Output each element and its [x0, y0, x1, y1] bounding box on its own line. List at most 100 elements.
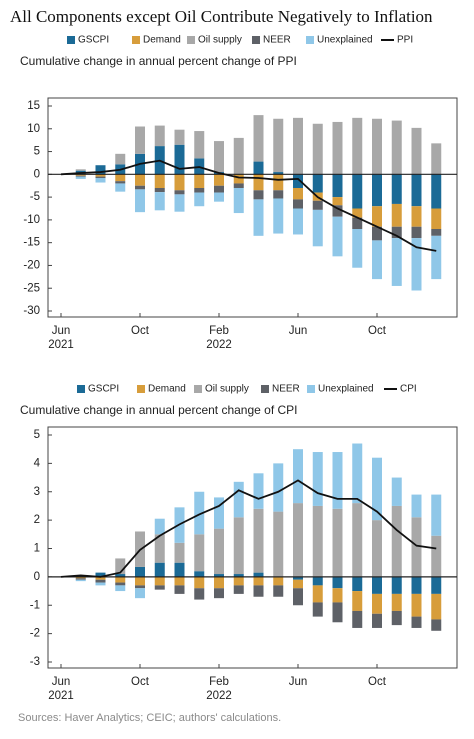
bar-segment [312, 576, 323, 586]
bar-segment [253, 115, 264, 162]
bar-segment [312, 452, 323, 506]
y-tick-label: 5 [34, 429, 40, 441]
bar-segment [253, 572, 264, 577]
bar-segment [372, 174, 382, 207]
bar-segment [135, 588, 145, 599]
bar-segment [431, 535, 442, 577]
legend-label: NEER [263, 35, 291, 46]
bar-segment [135, 185, 145, 190]
bar-segment [372, 613, 382, 628]
bar-segment [411, 517, 422, 577]
bar-segment [233, 517, 244, 575]
bar-segment [233, 576, 244, 586]
bar-segment [95, 576, 106, 580]
y-tick-label: 3 [34, 486, 40, 498]
legend-swatch [194, 385, 202, 393]
legend-label: GSCPI [88, 384, 119, 395]
legend-label: Unexplained [317, 35, 373, 46]
bar-segment [214, 185, 224, 193]
bar-segment [312, 123, 323, 175]
legend-swatch [77, 385, 85, 393]
bar-segment [174, 194, 185, 212]
bar-segment [411, 494, 422, 518]
bar-segment [411, 238, 422, 291]
chart-subtitle: Cumulative change in annual percent chan… [20, 54, 297, 68]
bar-segment [174, 129, 185, 145]
bar-segment [174, 542, 185, 563]
bar-segment [293, 503, 303, 577]
bar-segment [293, 174, 303, 188]
bar-segment [135, 585, 145, 589]
bar-segment [115, 183, 126, 192]
legend-label: NEER [272, 384, 300, 395]
bar-segment [253, 585, 264, 597]
bar-segment [174, 585, 185, 594]
bar-segment [273, 190, 284, 199]
bar-segment [194, 534, 205, 572]
bar-segment [312, 209, 323, 247]
legend-swatch [67, 36, 75, 44]
bar-segment [115, 174, 126, 182]
y-tick-label: 1 [34, 543, 40, 555]
bar-segment [75, 169, 86, 171]
bar-segment [372, 226, 382, 241]
y-tick-label: -1 [30, 599, 40, 611]
bar-segment [312, 505, 323, 577]
bar-segment [431, 619, 442, 631]
bar-segment [312, 200, 323, 210]
bar-segment [154, 518, 165, 535]
bar-segment [431, 174, 442, 209]
bar-segment [233, 188, 244, 214]
bar-segment [154, 576, 165, 586]
bar-segment [293, 588, 303, 606]
bar-segment [233, 481, 244, 518]
bar-segment [352, 443, 363, 504]
y-tick-label: 0 [34, 168, 40, 180]
bar-segment [332, 588, 343, 603]
bar-segment [194, 491, 205, 535]
bar-segment [233, 137, 244, 175]
bar-segment [332, 508, 343, 577]
bar-segment [115, 585, 126, 592]
x-tick-label: Jun [52, 676, 71, 688]
legend-label: GSCPI [78, 35, 109, 46]
y-tick-label: 5 [34, 146, 40, 158]
bar-segment [273, 463, 284, 512]
bar-segment [332, 197, 343, 206]
bar-segment [214, 574, 224, 577]
bar-segment [154, 585, 165, 590]
bar-segment [431, 229, 442, 236]
bar-segment [115, 153, 126, 165]
series-line [60, 479, 437, 578]
figure-title: All Components except Oil Contribute Neg… [10, 7, 433, 26]
legend-swatch [252, 36, 260, 44]
bar-segment [332, 174, 343, 198]
legend-label: Demand [148, 384, 186, 395]
y-tick-label: -25 [23, 282, 40, 294]
bar-segment [411, 576, 422, 594]
plot-frame [47, 426, 458, 669]
legend-swatch [306, 36, 314, 44]
bar-segment [352, 591, 363, 611]
bar-segment [391, 505, 402, 577]
bar-segment [174, 174, 185, 191]
y-tick-label: -5 [30, 191, 40, 203]
bar-segment [174, 576, 185, 586]
bar-segment [154, 188, 165, 193]
bar-segment [135, 126, 145, 154]
bar-segment [75, 578, 86, 580]
bar-segment [95, 165, 106, 175]
bar-segment [135, 174, 145, 186]
bar-segment [75, 174, 86, 176]
bar-segment [253, 199, 264, 236]
bar-segment [174, 144, 185, 175]
y-tick-label: -30 [23, 305, 40, 317]
bar-segment [115, 558, 126, 575]
bar-segment [154, 174, 165, 188]
legend-swatch [261, 385, 269, 393]
bar-segment [95, 582, 106, 586]
bar-segment [312, 585, 323, 603]
bar-segment [115, 181, 126, 184]
